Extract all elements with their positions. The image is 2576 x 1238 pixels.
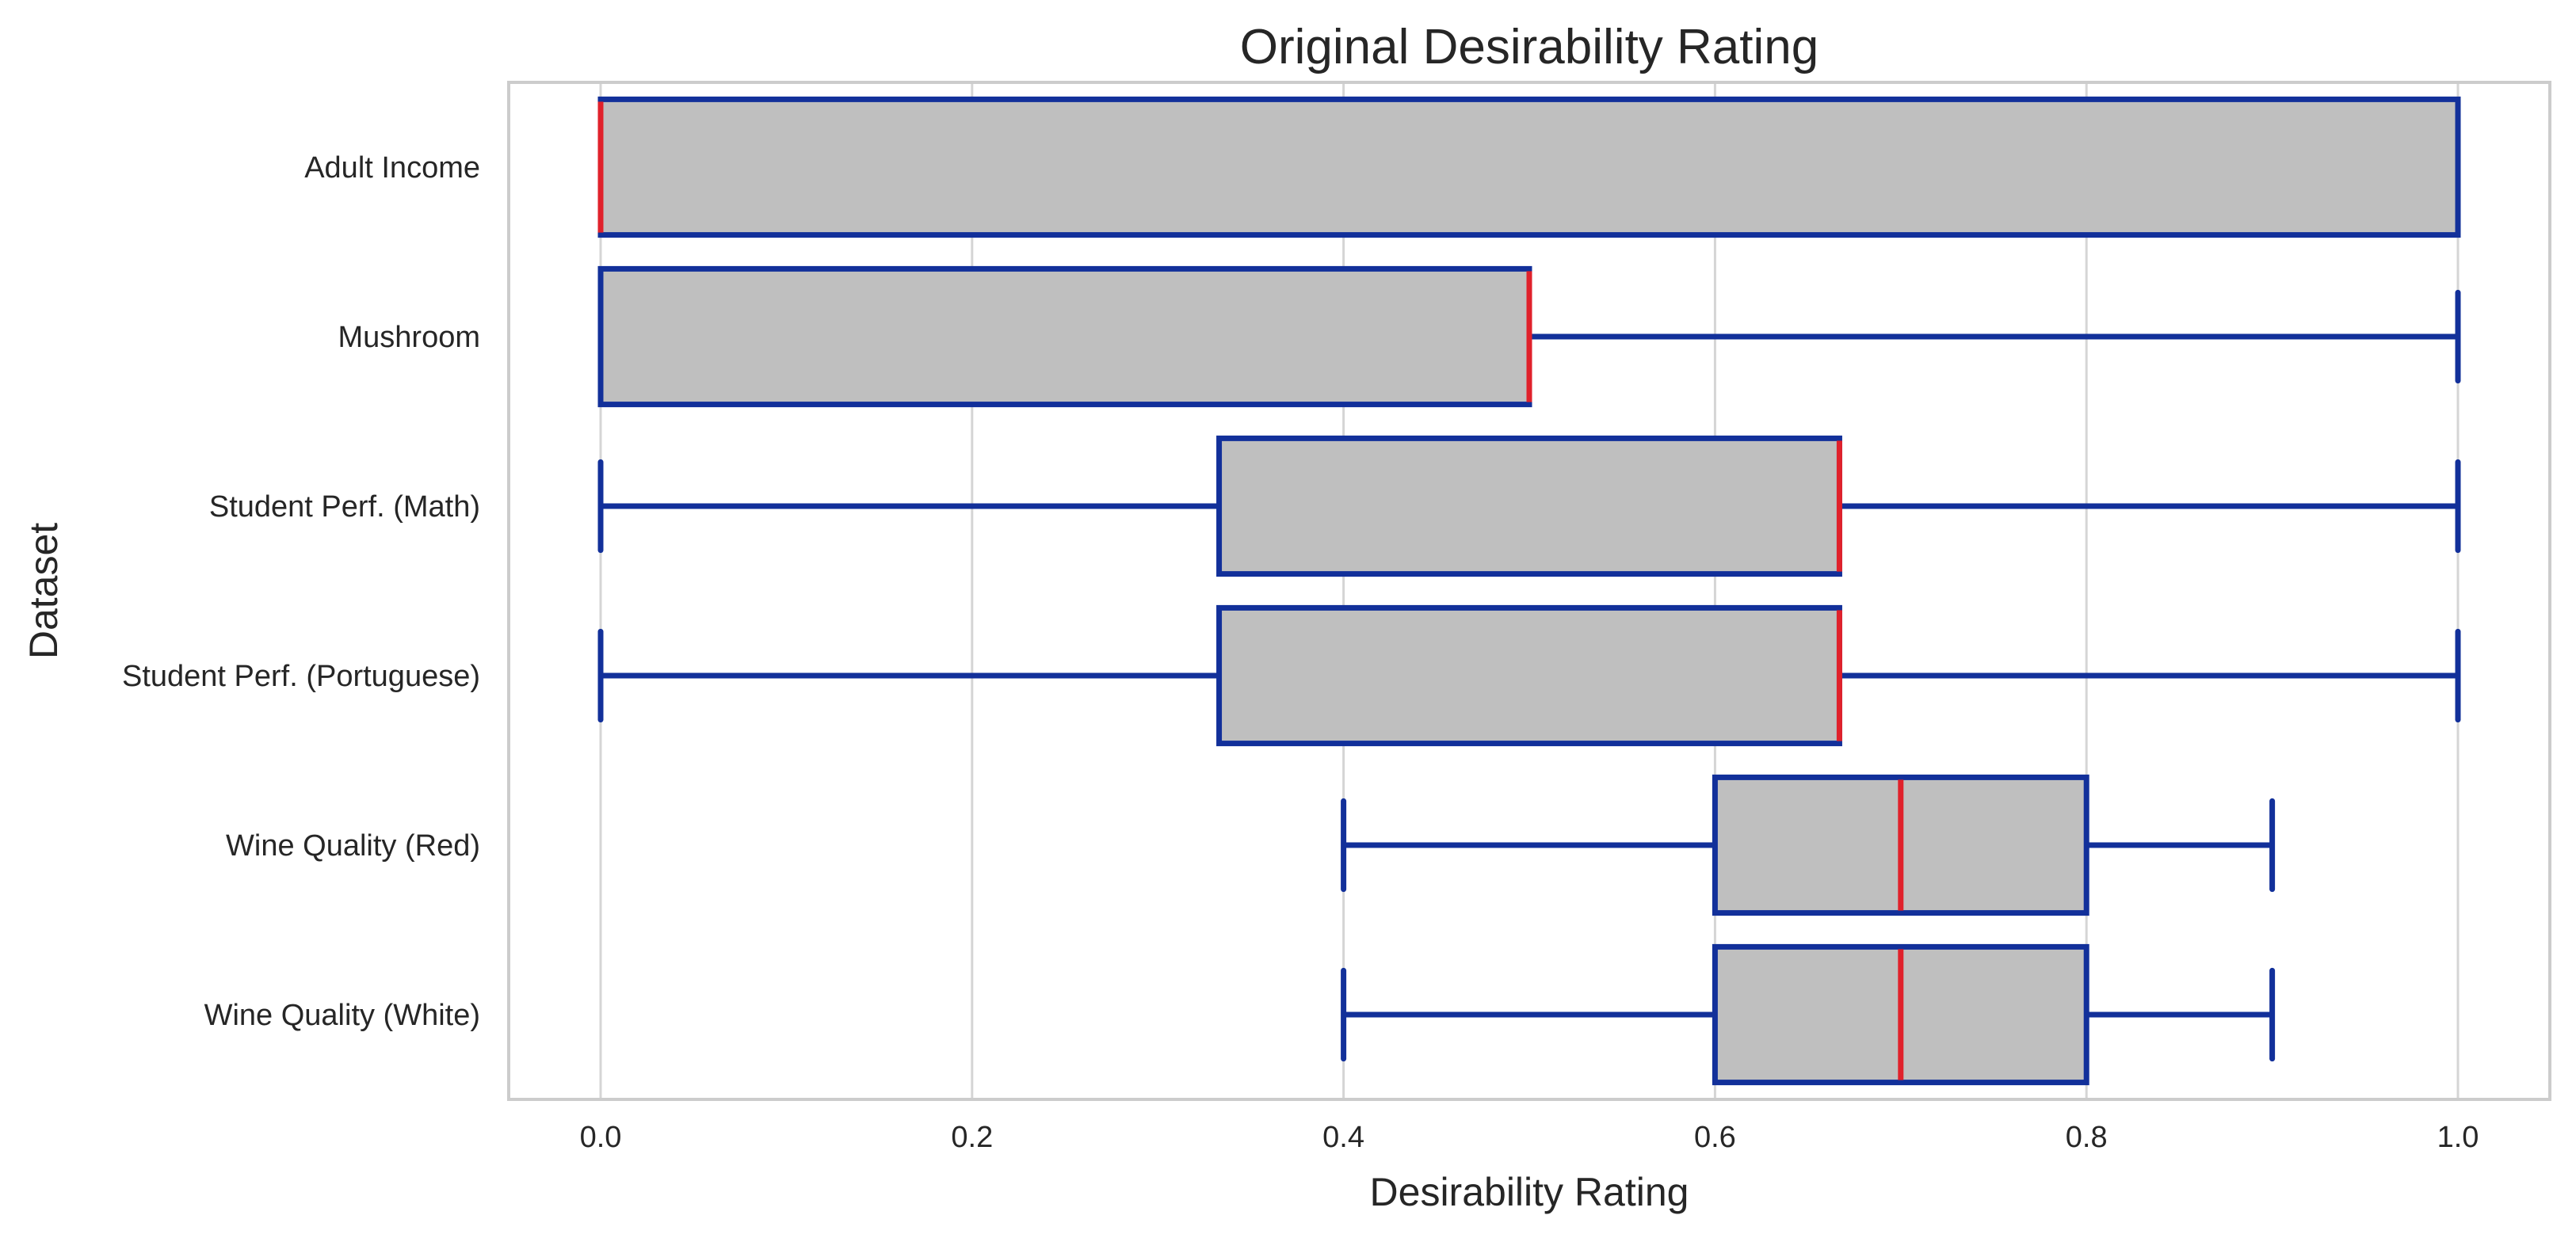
box-group [597,265,2461,408]
box-group [597,435,2461,577]
y-category-label: Student Perf. (Portuguese) [122,660,480,693]
box-group [597,604,2461,747]
y-category-label: Adult Income [304,151,480,185]
grid-layer [599,82,2460,1099]
y-category-label: Student Perf. (Math) [209,490,480,524]
plot-frame [507,81,2551,1101]
box-group [597,96,2461,238]
y-category-label: Mushroom [338,321,481,354]
box-layer [597,96,2461,1086]
iqr-box [1216,435,1842,577]
box-group [1341,774,2276,916]
iqr-box [597,265,1532,408]
category-label-layer: Adult Income Mushroom Student Perf. (Math)… [122,151,480,1032]
x-tick-label: 0.4 [1322,1121,1364,1154]
x-tick-label: 0.8 [2066,1121,2108,1154]
chart-title: Original Desirability Rating [1240,20,1819,74]
x-tick-label: 0.2 [951,1121,993,1154]
x-tick-label: 0.6 [1694,1121,1736,1154]
x-tick-label: 1.0 [2437,1121,2479,1154]
box-group [1341,943,2276,1086]
x-tick-layer: 0.0 0.2 0.4 0.6 0.8 1.0 [580,1121,2479,1154]
y-category-label: Wine Quality (White) [204,999,480,1032]
x-axis-label: Desirability Rating [1370,1170,1689,1214]
y-axis-label: Dataset [21,523,66,659]
y-category-label: Wine Quality (Red) [226,829,480,863]
x-tick-label: 0.0 [580,1121,622,1154]
iqr-box [1216,604,1842,747]
iqr-box [597,96,2461,238]
